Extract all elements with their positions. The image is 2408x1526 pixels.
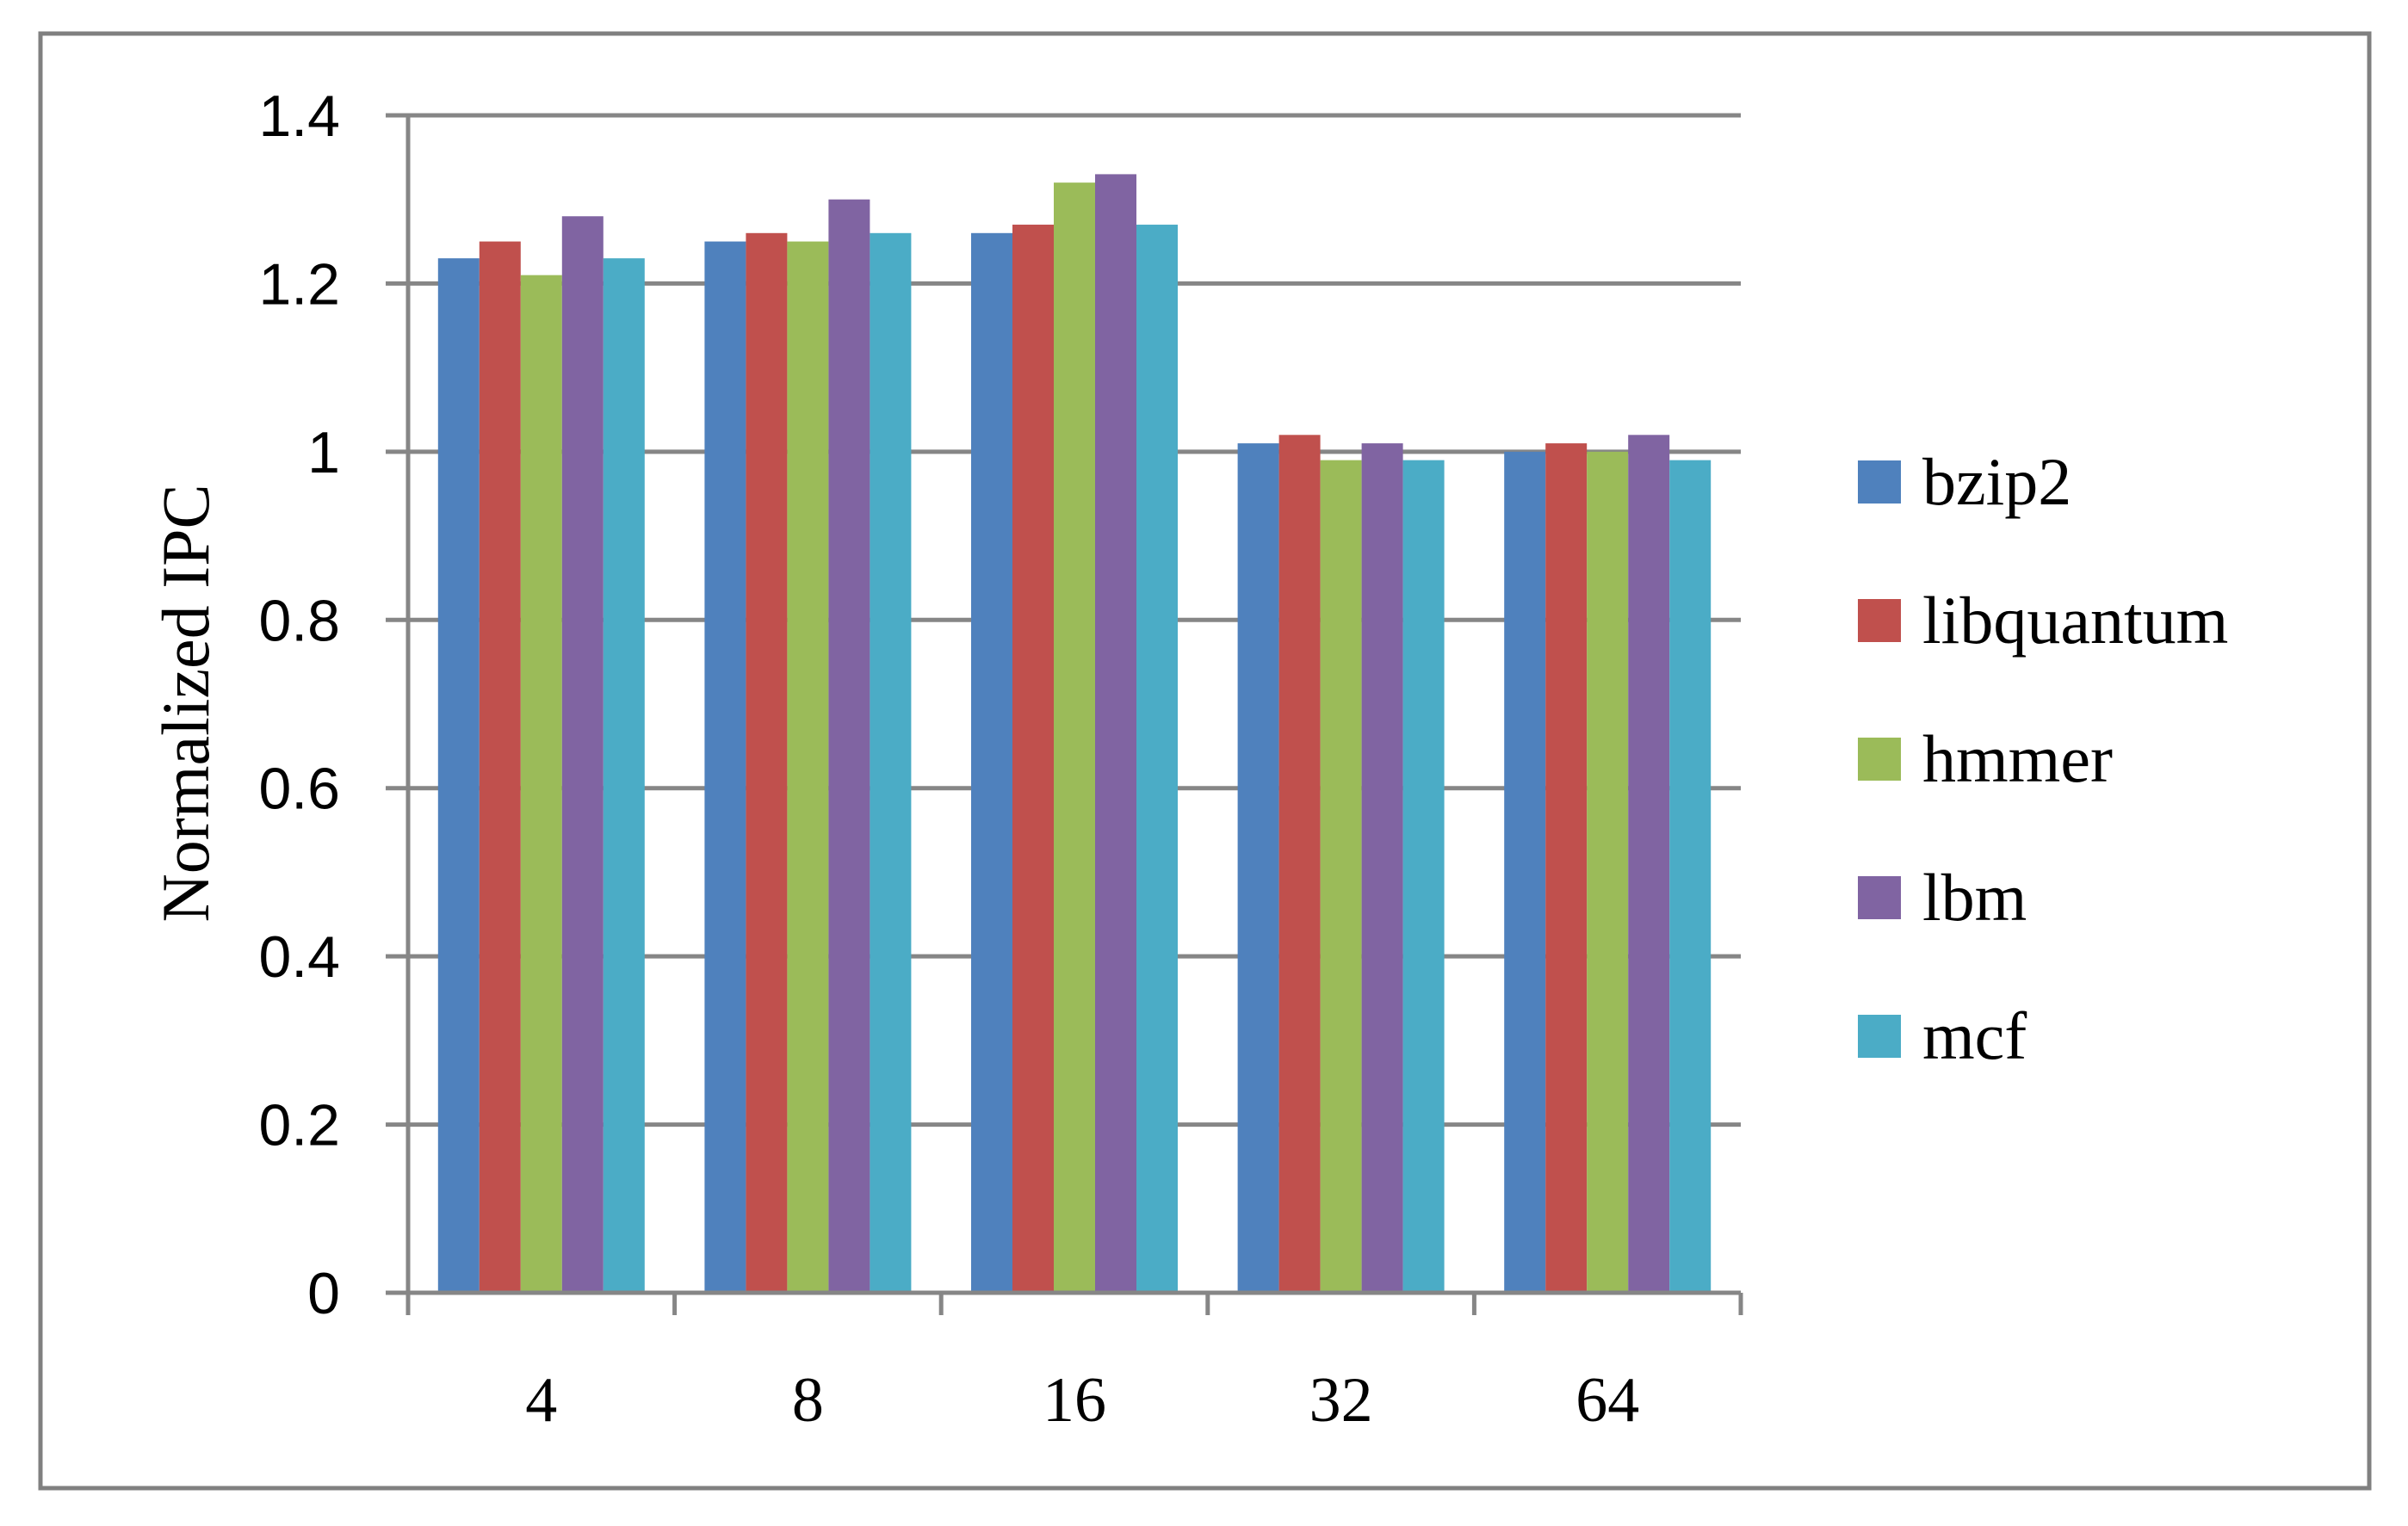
legend-swatch-mcf [1858, 1015, 1901, 1058]
bar-libquantum-64 [1545, 443, 1588, 1293]
bar-libquantum-4 [479, 241, 521, 1294]
bar-bzip2-8 [704, 241, 746, 1294]
bar-lbm-16 [1095, 174, 1136, 1293]
bar-hmmer-64 [1587, 451, 1629, 1293]
legend-label-bzip2: bzip2 [1922, 444, 2071, 519]
legend-swatch-hmmer [1858, 738, 1901, 781]
bar-lbm-64 [1628, 435, 1670, 1293]
bar-mcf-16 [1136, 225, 1178, 1293]
x-tick-label: 16 [1043, 1365, 1106, 1436]
bar-mcf-64 [1669, 460, 1712, 1293]
y-tick-label: 0.4 [258, 924, 340, 990]
bar-bzip2-16 [971, 232, 1012, 1293]
y-axis-label: Normalized IPC [148, 484, 223, 922]
bar-libquantum-32 [1278, 435, 1321, 1293]
bar-mcf-32 [1402, 460, 1445, 1293]
bar-bzip2-4 [437, 258, 480, 1294]
y-tick-label: 1.2 [258, 251, 340, 317]
legend-label-lbm: lbm [1922, 860, 2027, 935]
legend-swatch-lbm [1858, 876, 1901, 919]
bar-hmmer-4 [520, 275, 562, 1294]
legend-label-libquantum: libquantum [1922, 583, 2228, 658]
axes [386, 115, 1743, 1315]
bar-libquantum-8 [746, 232, 788, 1293]
bar-lbm-4 [561, 216, 604, 1294]
legend-swatch-bzip2 [1858, 460, 1901, 504]
legend-label-hmmer: hmmer [1922, 721, 2113, 796]
bar-mcf-4 [603, 258, 645, 1294]
bar-lbm-32 [1361, 443, 1403, 1293]
y-tick-label: 1 [307, 420, 340, 485]
bar-hmmer-32 [1320, 460, 1362, 1293]
legend: bzip2 libquantum hmmer lbm mcf [1858, 444, 2228, 1073]
y-tick-labels: 0 0.2 0.4 0.6 0.8 1 1.2 1.4 [258, 83, 340, 1326]
x-tick-labels: 4 8 16 32 64 [525, 1365, 1639, 1436]
y-tick-label: 0.2 [258, 1093, 340, 1158]
bar-hmmer-16 [1054, 182, 1095, 1294]
y-tick-label: 1.4 [258, 83, 340, 149]
legend-label-mcf: mcf [1922, 998, 2027, 1073]
bar-lbm-8 [828, 199, 870, 1294]
bar-bzip2-32 [1237, 443, 1279, 1293]
legend-swatch-libquantum [1858, 599, 1901, 642]
x-tick-label: 64 [1575, 1365, 1639, 1436]
y-tick-label: 0.6 [258, 757, 340, 822]
bar-libquantum-16 [1012, 225, 1054, 1293]
y-tick-label: 0 [307, 1261, 340, 1326]
x-tick-label: 32 [1309, 1365, 1373, 1436]
bars [437, 174, 1712, 1294]
bar-bzip2-64 [1504, 451, 1546, 1293]
bar-hmmer-8 [787, 241, 829, 1294]
x-tick-label: 4 [525, 1365, 557, 1436]
y-tick-label: 0.8 [258, 588, 340, 653]
bar-mcf-8 [870, 232, 912, 1293]
x-tick-label: 8 [792, 1365, 824, 1436]
chart-border [38, 31, 2372, 1491]
